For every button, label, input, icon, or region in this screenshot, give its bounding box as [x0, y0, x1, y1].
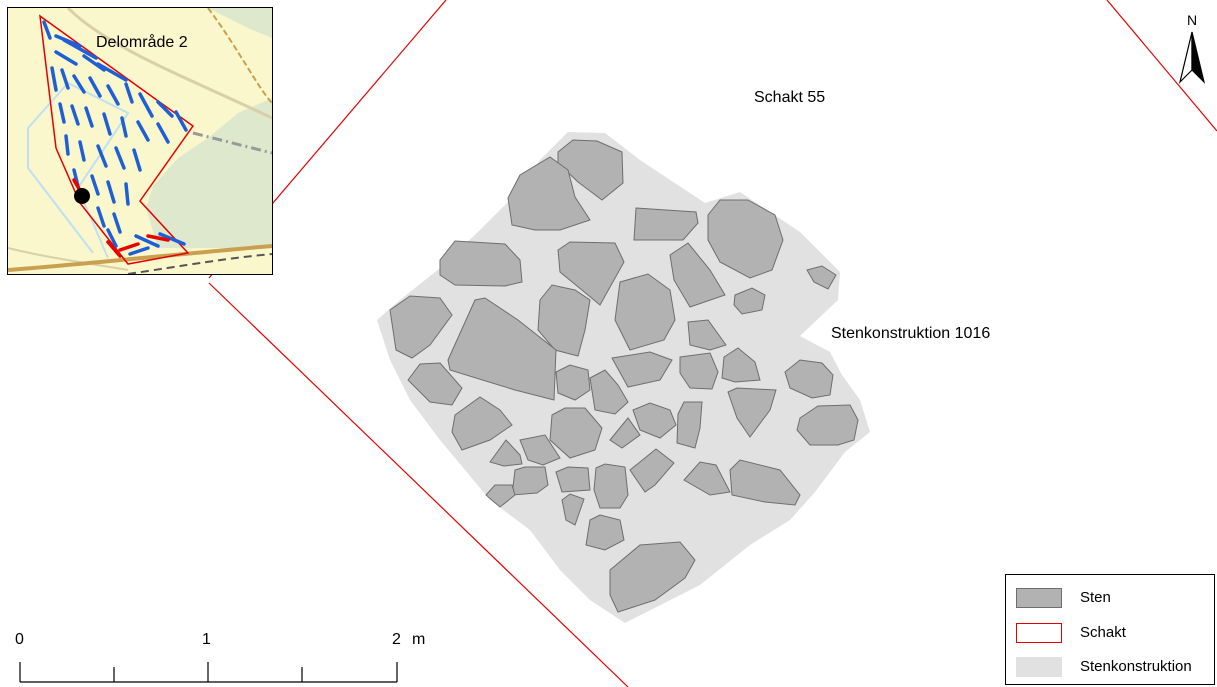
stone-swatch: [1016, 588, 1062, 608]
stone: [806, 265, 837, 290]
inset-area-boundary: [39, 14, 195, 265]
stone: [519, 434, 561, 466]
inset-path: [8, 247, 129, 271]
stone: [609, 541, 696, 613]
trench-boundary-line: [208, 282, 629, 687]
stone: [439, 240, 523, 287]
scale-tick-label: 0: [15, 631, 24, 648]
trench-label: Schakt 55: [754, 89, 826, 106]
stone: [733, 287, 766, 315]
stone: [669, 242, 726, 308]
stone: [537, 284, 591, 357]
stone: [593, 463, 629, 509]
stone: [707, 199, 784, 279]
stone: [589, 369, 629, 415]
inset-boundary: [27, 81, 130, 259]
stone: [629, 448, 675, 493]
scale-tick-label: 1: [202, 631, 211, 648]
stone: [555, 364, 591, 401]
legend: Sten Schakt Stenkonstruktion: [1005, 574, 1215, 685]
inset-rail: [207, 8, 272, 104]
stone: [389, 295, 453, 359]
legend-label: Sten: [1080, 589, 1111, 606]
inset-trenches: [42, 20, 188, 256]
stone: [485, 484, 516, 508]
inset-green-area: [208, 8, 272, 38]
stone: [609, 417, 641, 449]
stone: [784, 359, 834, 399]
legend-item-trench: Schakt: [1016, 620, 1212, 646]
north-label: N: [1187, 12, 1198, 28]
stone: [687, 319, 727, 351]
stone: [507, 156, 591, 231]
trench-swatch: [1016, 623, 1062, 643]
stone: [632, 402, 677, 439]
inset-path: [66, 8, 272, 120]
stone: [729, 459, 801, 506]
inset-boundary: [27, 128, 94, 254]
stone: [557, 241, 625, 306]
stone: [561, 493, 585, 526]
inset-green-area: [146, 98, 272, 248]
trench-boundary-line: [1106, 0, 1217, 132]
stone: [407, 362, 463, 406]
stone: [683, 461, 731, 496]
stone: [727, 387, 777, 438]
legend-label: Schakt: [1080, 624, 1126, 641]
stone: [796, 404, 859, 446]
stone: [489, 439, 523, 467]
stone: [555, 466, 591, 493]
overview-inset-map: Delområde 2: [7, 7, 273, 275]
scale-bar-lines: [19, 662, 398, 683]
stone: [721, 347, 761, 383]
north-arrow: N: [1176, 12, 1208, 86]
stone: [611, 351, 673, 388]
scale-bar: 0 1 2 m: [0, 620, 460, 687]
north-arrow-icon: [1178, 31, 1206, 84]
stone: [447, 297, 557, 401]
scale-unit-label: m: [412, 631, 426, 648]
legend-item-stone: Sten: [1016, 585, 1212, 611]
legend-label: Stenkonstruktion: [1080, 658, 1192, 675]
stone: [676, 401, 703, 449]
stone: [614, 273, 676, 351]
stone: [633, 207, 699, 241]
inset-title: Delområde 2: [96, 34, 188, 51]
inset-rail: [127, 253, 272, 274]
inset-location-marker: [74, 188, 90, 204]
construction-label: Stenkonstruktion 1016: [831, 325, 991, 342]
scale-tick-label: 2: [392, 631, 401, 648]
construction-swatch: [1016, 657, 1062, 677]
stone: [679, 352, 719, 390]
stone: [451, 396, 513, 451]
stone: [585, 514, 625, 551]
legend-item-construction: Stenkonstruktion: [1016, 654, 1212, 680]
stone: [549, 407, 603, 459]
inset-drawing: [8, 8, 272, 274]
inset-dashed-line: [192, 131, 272, 155]
stones: [389, 139, 859, 613]
inset-road: [8, 244, 272, 272]
